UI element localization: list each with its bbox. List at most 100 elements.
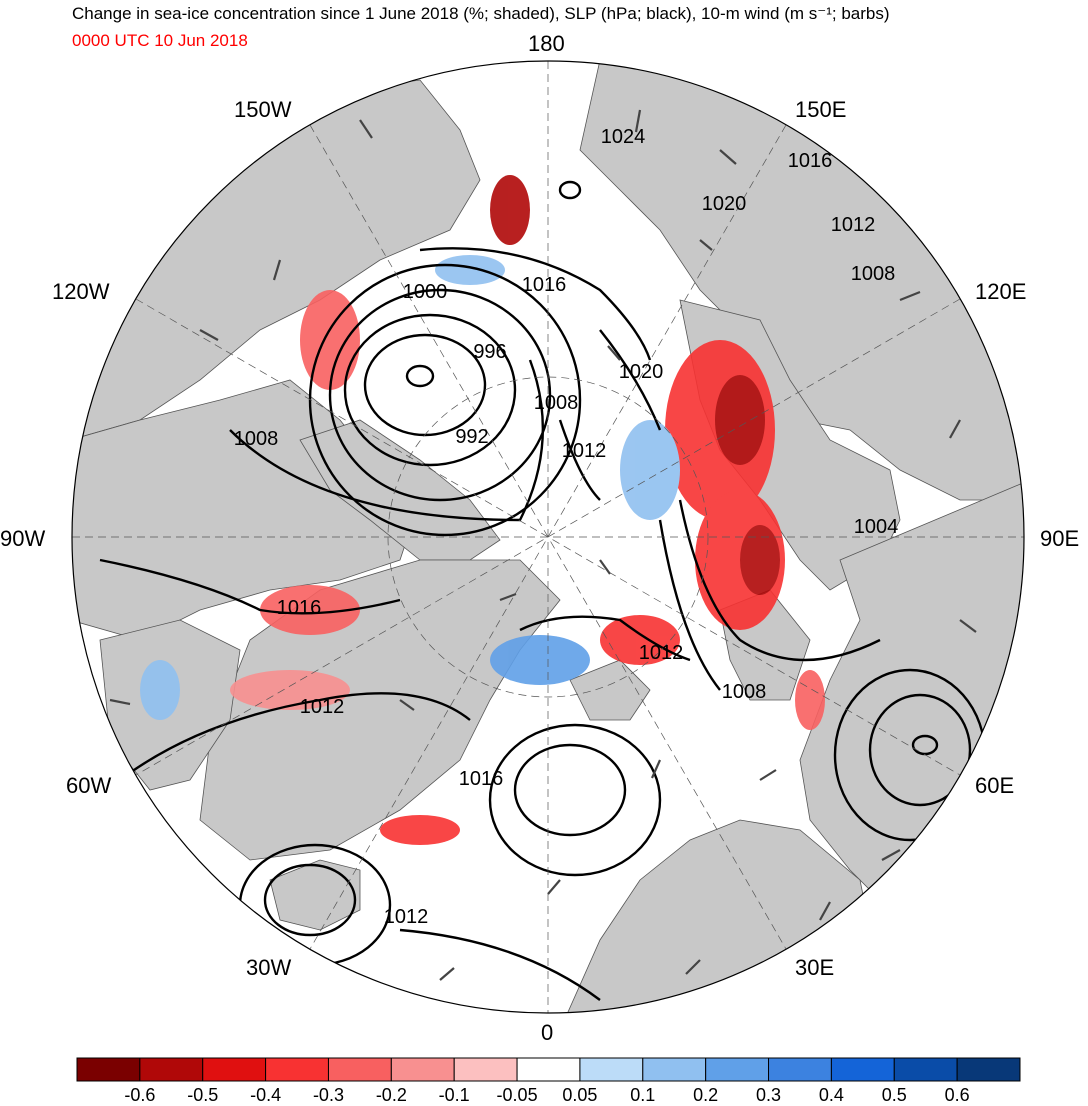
slp-1012-arc <box>558 419 601 501</box>
slp-label: 1000 <box>403 281 448 303</box>
ice-loss-chukchi <box>490 175 530 245</box>
colorbar-swatch <box>579 1057 644 1082</box>
colorbar-swatch <box>642 1057 707 1082</box>
slp-high-atlantic-1 <box>513 743 627 837</box>
slp-1012-fram <box>519 615 691 662</box>
colorbar-tick-label: -0.4 <box>250 1085 282 1105</box>
colorbar-tick-label: -0.3 <box>312 1085 344 1105</box>
slp-label: 1012 <box>300 696 345 718</box>
colorbar-tick-label: -0.1 <box>438 1085 470 1105</box>
colorbar-tick-label: -0.2 <box>375 1085 407 1105</box>
colorbar-swatch <box>956 1057 1021 1082</box>
ice-loss-hudson <box>260 585 360 635</box>
slp-1000 <box>328 288 552 502</box>
slp-label: 1024 <box>601 126 646 148</box>
colorbar-tick-label: 0.05 <box>562 1085 598 1105</box>
colorbar-tick-label: 0.5 <box>881 1085 907 1105</box>
slp-label: 996 <box>473 341 506 363</box>
lon-label-120w: 120W <box>52 279 110 304</box>
colorbar-tick-label: -0.05 <box>496 1085 538 1105</box>
slp-label: 1008 <box>851 263 896 285</box>
slp-low-center <box>405 364 435 388</box>
graticule <box>72 61 1024 1013</box>
slp-label: 1004 <box>854 516 899 538</box>
slp-1008-arc <box>229 359 545 522</box>
colorbar-swatch <box>76 1057 141 1082</box>
slp-1004-east <box>678 499 881 662</box>
slp-label: 1016 <box>522 274 567 296</box>
lon-label-150e: 150E <box>795 97 847 122</box>
colorbar-swatch <box>327 1057 392 1082</box>
slp-label: 1020 <box>702 193 747 215</box>
colorbar-swatch <box>265 1057 329 1082</box>
lon-label-60w: 60W <box>66 773 112 798</box>
slp-1016-arc <box>419 247 652 361</box>
colorbar-tick-label: 0.1 <box>630 1085 656 1105</box>
slp-low-east <box>911 734 939 756</box>
lon-label-120e: 120E <box>975 279 1027 304</box>
slp-label: 1012 <box>562 440 607 462</box>
lon-label-150w: 150W <box>234 97 292 122</box>
slp-label: 1016 <box>459 768 504 790</box>
colorbar-swatch <box>390 1057 455 1082</box>
colorbar-swatch <box>705 1057 770 1082</box>
slp-label: 1008 <box>534 392 579 414</box>
valid-time: 0000 UTC 10 Jun 2018 <box>72 31 248 50</box>
slp-labels: 1024 1016 1020 1012 1008 1000 996 1016 1… <box>234 126 899 928</box>
slp-label: 1020 <box>619 361 664 383</box>
colorbar-tick-label: 0.3 <box>756 1085 782 1105</box>
lon-label-0: 0 <box>541 1020 554 1045</box>
colorbar-swatch <box>830 1057 895 1082</box>
slp-label: 1012 <box>384 906 429 928</box>
land-svalbard <box>569 659 651 721</box>
slp-high-1024 <box>558 180 582 200</box>
slp-1016-atlantic <box>399 928 601 1001</box>
slp-contours <box>99 180 987 1001</box>
lon-label-60e: 60E <box>975 773 1015 798</box>
ice-loss-barents <box>600 615 680 665</box>
ice-gain-central <box>435 255 505 285</box>
colorbar-swatch <box>516 1057 581 1082</box>
lon-label-30w: 30W <box>246 955 292 980</box>
colorbar-swatch <box>202 1057 267 1082</box>
ice-change-shading <box>140 175 825 845</box>
slp-1004 <box>308 263 582 537</box>
colorbar-swatch <box>893 1057 958 1082</box>
colorbar-tick-label: 0.2 <box>693 1085 719 1105</box>
colorbar-swatch <box>768 1057 832 1082</box>
lon-label-90e: 90E <box>1040 526 1080 551</box>
colorbar-swatch <box>453 1057 518 1082</box>
slp-label: 1016 <box>277 597 322 619</box>
map-title: Change in sea-ice concentration since 1 … <box>72 4 890 23</box>
colorbar-tick-label: 0.6 <box>944 1085 970 1105</box>
slp-1016-canada <box>99 558 401 615</box>
ice-loss-beaufort <box>300 290 360 390</box>
slp-high-atlantic-2 <box>488 723 662 877</box>
slp-low-east-ring1 <box>868 693 972 807</box>
lon-label-30e: 30E <box>795 955 835 980</box>
lon-label-90w: 90W <box>0 526 46 551</box>
ice-gain-fram <box>490 635 590 685</box>
land-iceland <box>269 859 361 931</box>
map-border <box>71 60 1025 1014</box>
slp-label: 1012 <box>831 214 876 236</box>
slp-iceland-1 <box>263 863 357 937</box>
ice-gain-laptev <box>620 420 680 520</box>
ice-loss-kara-core <box>740 525 780 595</box>
land-areas <box>72 61 1024 1013</box>
slp-label: 1012 <box>639 642 684 664</box>
colorbar-tick-label: -0.5 <box>187 1085 219 1105</box>
lon-label-180: 180 <box>528 31 565 56</box>
ice-loss-white-sea <box>795 670 825 730</box>
colorbar <box>76 1057 1021 1082</box>
land-greenland <box>199 559 561 861</box>
ice-loss-east-siberian-core <box>715 375 765 465</box>
slp-label: 1016 <box>788 150 833 172</box>
slp-label: 1008 <box>722 681 767 703</box>
slp-label: 1008 <box>234 428 279 450</box>
slp-label: 992 <box>455 426 488 448</box>
colorbar-tick-label: -0.6 <box>124 1085 156 1105</box>
ice-loss-east-greenland <box>380 815 460 845</box>
slp-1008-east <box>658 519 721 691</box>
